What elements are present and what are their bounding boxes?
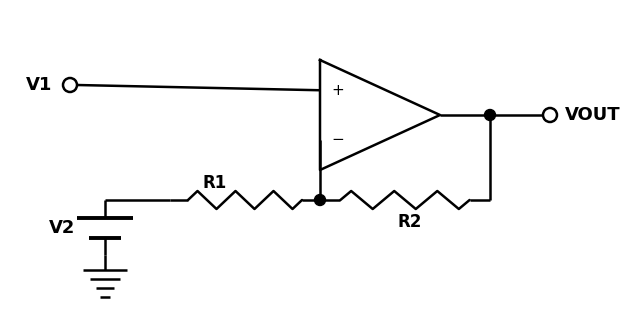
Circle shape [314,194,325,206]
Text: +: + [332,83,345,98]
Text: −: − [332,132,345,147]
Text: VOUT: VOUT [565,106,621,124]
Text: R2: R2 [398,213,422,231]
Text: R1: R1 [203,174,227,192]
Circle shape [484,109,495,121]
Text: V2: V2 [49,219,75,237]
Text: V1: V1 [26,76,52,94]
